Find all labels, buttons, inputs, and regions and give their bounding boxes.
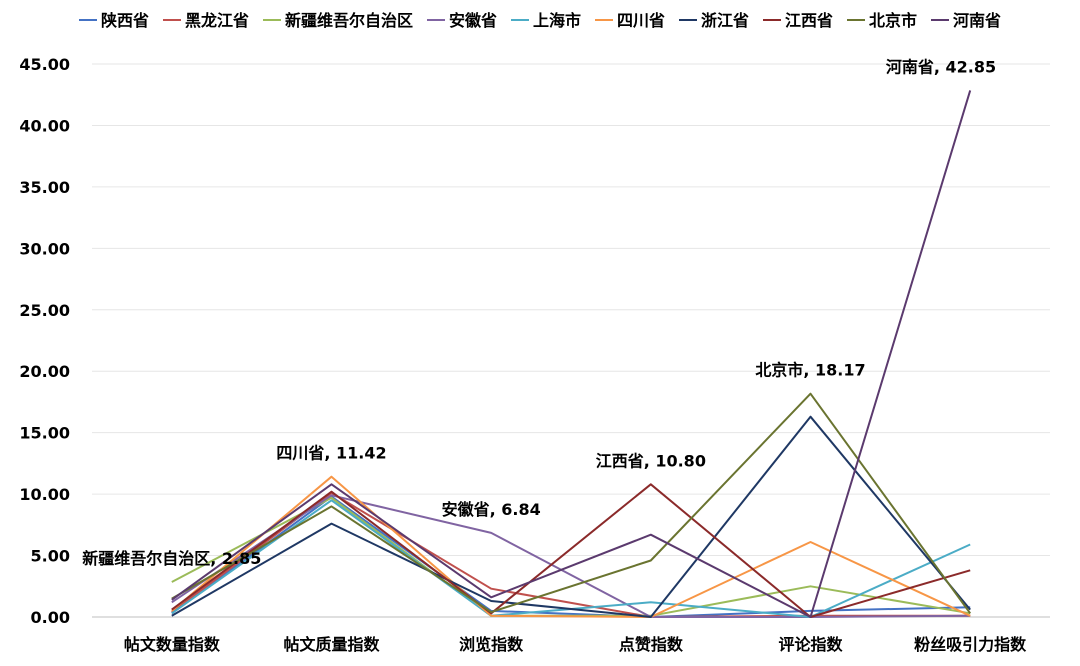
legend-label: 四川省 (617, 11, 665, 30)
y-tick-label: 15.00 (19, 424, 70, 443)
y-tick-label: 45.00 (19, 55, 70, 74)
legend-label: 江西省 (785, 11, 833, 30)
legend-label: 北京市 (869, 11, 917, 30)
legend-label: 新疆维吾尔自治区 (285, 11, 413, 30)
y-tick-label: 20.00 (19, 362, 70, 381)
series-line (171, 475, 971, 618)
data-label: 新疆维吾尔自治区, 2.85 (82, 549, 261, 568)
legend-label: 河南省 (953, 11, 1001, 30)
legend-item: 浙江省 (679, 11, 749, 30)
x-category-label: 点赞指数 (619, 635, 684, 654)
y-tick-label: 35.00 (19, 178, 70, 197)
y-tick-label: 25.00 (19, 301, 70, 320)
data-label: 河南省, 42.85 (886, 57, 996, 76)
legend-label: 浙江省 (701, 11, 749, 30)
x-axis: 帖文数量指数 帖文质量指数 浏览指数 点赞指数 评论指数 粉丝吸引力指数 (124, 635, 1027, 654)
data-label: 四川省, 11.42 (276, 444, 386, 463)
y-tick-label: 40.00 (19, 116, 70, 135)
legend-label: 黑龙江省 (185, 11, 249, 30)
data-label: 北京市, 18.17 (755, 361, 865, 380)
series-line (171, 392, 972, 614)
data-labels: 新疆维吾尔自治区, 2.85 四川省, 11.42 安徽省, 6.84 江西省, 10… (82, 57, 996, 568)
legend-item: 上海市 (511, 11, 581, 30)
y-tick-label: 10.00 (19, 485, 70, 504)
data-label: 安徽省, 6.84 (442, 500, 541, 519)
series-line (171, 494, 971, 618)
legend-item: 河南省 (931, 11, 1001, 30)
legend-item: 江西省 (763, 11, 833, 30)
y-tick-label: 30.00 (19, 239, 70, 258)
series-lines (171, 90, 972, 618)
gridlines (92, 63, 1050, 618)
x-category-label: 帖文数量指数 (124, 635, 221, 654)
legend-item: 安徽省 (426, 11, 497, 30)
series-line (171, 90, 972, 618)
y-axis: 0.00 5.00 10.00 15.00 20.00 25.00 30.00 35.00 40… (19, 55, 70, 627)
legend-item: 黑龙江省 (162, 11, 249, 30)
series-line (171, 415, 971, 618)
data-label: 江西省, 10.80 (596, 451, 706, 470)
chart-legend: 陕西省 黑龙江省 新疆维吾尔自治区 安徽省 上海市 四川省 浙江省 江西省 北京市 河南省 (78, 11, 1001, 30)
x-category-label: 帖文质量指数 (283, 635, 380, 654)
x-category-label: 粉丝吸引力指数 (914, 635, 1027, 654)
legend-label: 安徽省 (449, 11, 497, 30)
legend-item: 四川省 (595, 11, 665, 30)
legend-item: 北京市 (847, 11, 917, 30)
legend-label: 上海市 (533, 11, 581, 30)
y-tick-label: 5.00 (31, 547, 70, 566)
legend-item: 陕西省 (78, 11, 149, 30)
x-category-label: 浏览指数 (459, 635, 524, 654)
x-category-label: 评论指数 (778, 635, 843, 654)
legend-label: 陕西省 (101, 11, 149, 30)
y-tick-label: 0.00 (31, 608, 70, 627)
legend-item: 新疆维吾尔自治区 (262, 11, 413, 30)
series-line (171, 495, 971, 618)
series-line (171, 483, 971, 618)
